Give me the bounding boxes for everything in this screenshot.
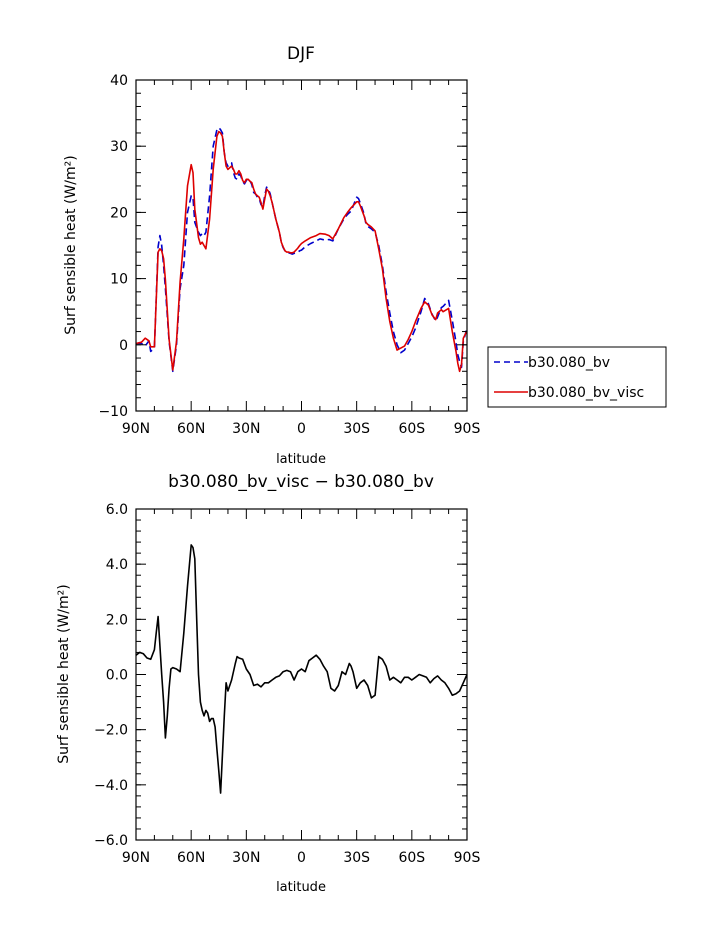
bottom-y-ticks: −6.0 −4.0 −2.0 0.0 2.0 4.0 6.0 [94, 502, 467, 849]
top-x-tick-label: 60S [398, 421, 425, 437]
bottom-x-tick-label: 0 [297, 850, 306, 866]
bottom-x-tick-label: 90N [122, 850, 150, 866]
bottom-x-tick-label: 30S [343, 850, 370, 866]
top-y-tick-label: 30 [110, 139, 128, 155]
bottom-x-tick-label: 30N [232, 850, 260, 866]
top-y-axis-label: Surf sensible heat (W/m²) [63, 155, 79, 334]
bottom-y-tick-label: 4.0 [106, 557, 128, 573]
top-x-tick-label: 0 [297, 421, 306, 437]
legend-label-visc: b30.080_bv_visc [528, 385, 644, 401]
bottom-y-tick-label: −6.0 [94, 833, 128, 849]
top-y-tick-label: 40 [110, 73, 128, 89]
top-x-tick-label: 60N [177, 421, 205, 437]
bottom-y-axis-label: Surf sensible heat (W/m²) [56, 584, 72, 763]
legend-box [487, 346, 667, 408]
top-x-tick-label: 30N [232, 421, 260, 437]
bottom-x-axis-label: latitude [276, 880, 326, 895]
legend: b30.080_bv b30.080_bv_visc [487, 346, 667, 408]
bottom-y-tick-label: 0.0 [106, 668, 128, 684]
top-y-tick-label: −10 [98, 404, 128, 420]
legend-label-bv: b30.080_bv [528, 355, 610, 371]
bottom-x-ticks: 90N 60N 30N 0 30S 60S 90S [122, 509, 481, 866]
bottom-y-tick-label: −2.0 [94, 723, 128, 739]
top-chart-title: DJF [287, 44, 315, 64]
top-y-tick-label: 20 [110, 205, 128, 221]
top-x-tick-label: 90S [454, 421, 481, 437]
top-series-group [135, 126, 468, 373]
top-x-tick-label: 90N [122, 421, 150, 437]
top-x-axis-label: latitude [276, 452, 326, 467]
top-y-ticks: −10 0 10 20 30 40 [98, 73, 467, 420]
panel-top: DJF 90N 60N 30N 0 30S 60S 90S −10 0 10 20 30 40 lat… [63, 44, 667, 467]
bottom-y-tick-label: 2.0 [106, 612, 128, 628]
bottom-series-group [135, 544, 468, 794]
top-x-tick-label: 30S [343, 421, 370, 437]
bottom-x-tick-label: 60N [177, 850, 205, 866]
bottom-y-tick-label: 6.0 [106, 502, 128, 518]
top-y-tick-label: 10 [110, 272, 128, 288]
top-x-ticks: 90N 60N 30N 0 30S 60S 90S [122, 80, 481, 437]
bottom-series-line-diff-0 [135, 544, 468, 794]
top-series-line-b30.080_bv [136, 126, 468, 373]
bottom-y-tick-label: −4.0 [94, 778, 128, 794]
panel-bottom: b30.080_bv_visc − b30.080_bv 90N 60N 30N 0 3… [56, 472, 480, 895]
top-series-line-b30.080_bv_visc [135, 130, 468, 373]
bottom-chart-title: b30.080_bv_visc − b30.080_bv [168, 472, 434, 492]
top-y-tick-label: 0 [119, 338, 128, 354]
bottom-x-tick-label: 60S [398, 850, 425, 866]
bottom-plot-frame [135, 508, 468, 841]
bottom-x-tick-label: 90S [454, 850, 481, 866]
